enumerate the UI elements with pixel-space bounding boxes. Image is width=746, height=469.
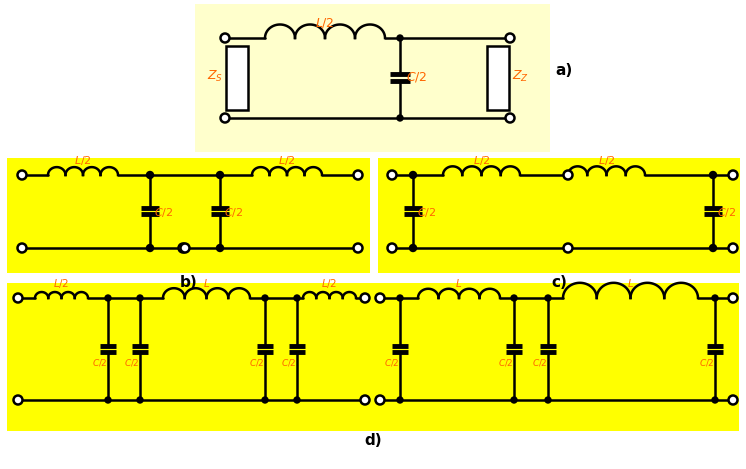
Circle shape [146,172,154,179]
Text: $C/2$: $C/2$ [249,356,265,368]
Circle shape [105,295,111,301]
Text: $C/2$: $C/2$ [417,205,436,219]
Circle shape [375,395,384,404]
Circle shape [181,243,189,252]
Text: $C/2$: $C/2$ [224,205,243,219]
Circle shape [410,172,416,179]
Circle shape [709,244,716,251]
Text: $C/2$: $C/2$ [498,356,514,368]
Text: $C/2$: $C/2$ [384,356,400,368]
Bar [195,4,550,152]
Circle shape [294,295,300,301]
Circle shape [563,171,572,180]
Text: $L/2$: $L/2$ [278,154,295,167]
Text: $C/2$: $C/2$ [406,69,427,83]
Circle shape [137,397,143,403]
Bar [378,158,740,273]
Circle shape [729,243,738,252]
Text: $C/2$: $C/2$ [717,205,736,219]
Bar [7,283,739,431]
Circle shape [294,397,300,403]
Bar [7,158,370,273]
Text: $L/2$: $L/2$ [473,154,490,167]
Text: $L$: $L$ [455,277,463,289]
Text: d): d) [364,433,382,448]
Text: a): a) [555,63,572,78]
Text: b): b) [180,275,198,290]
Bar [487,46,509,110]
Text: $C/2$: $C/2$ [532,356,548,368]
Circle shape [146,244,154,251]
Circle shape [511,397,517,403]
Circle shape [17,243,27,252]
Circle shape [137,295,143,301]
Circle shape [360,294,369,303]
Text: c): c) [551,275,567,290]
Circle shape [506,113,515,122]
Circle shape [178,243,187,252]
Circle shape [354,243,363,252]
Circle shape [397,295,403,301]
Circle shape [397,115,403,121]
Circle shape [545,295,551,301]
Text: $C/2$: $C/2$ [699,356,715,368]
Circle shape [709,172,716,179]
Circle shape [360,395,369,404]
Circle shape [13,395,22,404]
Circle shape [262,295,268,301]
Circle shape [354,171,363,180]
Text: $C/2$: $C/2$ [93,356,108,368]
Circle shape [729,171,738,180]
Circle shape [262,397,268,403]
Circle shape [387,171,397,180]
Text: $Z_S$: $Z_S$ [207,69,223,84]
Circle shape [221,33,230,43]
Circle shape [563,243,572,252]
Text: $C/2$: $C/2$ [281,356,297,368]
Text: $C/2$: $C/2$ [124,356,140,368]
Text: $L$: $L$ [627,277,634,289]
Text: $L/2$: $L/2$ [53,277,69,290]
Bar [226,46,248,110]
Circle shape [13,294,22,303]
Circle shape [397,397,403,403]
Circle shape [387,243,397,252]
Circle shape [545,397,551,403]
Circle shape [729,294,738,303]
Circle shape [410,244,416,251]
Circle shape [216,244,224,251]
Circle shape [506,33,515,43]
Circle shape [511,295,517,301]
Circle shape [216,172,224,179]
Text: $L/2$: $L/2$ [322,277,338,290]
Text: $L/2$: $L/2$ [598,154,615,167]
Circle shape [397,35,403,41]
Circle shape [712,295,718,301]
Circle shape [729,395,738,404]
Circle shape [712,397,718,403]
Text: $L/2$: $L/2$ [316,15,335,30]
Text: $C/2$: $C/2$ [154,205,173,219]
Circle shape [105,397,111,403]
Text: $L$: $L$ [203,277,210,289]
Circle shape [221,113,230,122]
Text: $Z_Z$: $Z_Z$ [512,69,529,84]
Text: $L/2$: $L/2$ [75,154,92,167]
Circle shape [375,294,384,303]
Circle shape [17,171,27,180]
